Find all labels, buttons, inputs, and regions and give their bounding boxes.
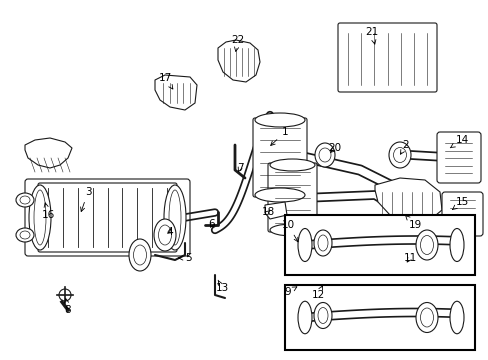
Text: 8: 8: [64, 299, 71, 315]
Ellipse shape: [163, 185, 185, 250]
FancyBboxPatch shape: [267, 163, 316, 232]
Text: 17: 17: [158, 73, 172, 89]
Ellipse shape: [420, 308, 433, 327]
Ellipse shape: [34, 190, 46, 245]
Ellipse shape: [254, 113, 305, 127]
Bar: [285, 215, 474, 275]
Ellipse shape: [20, 196, 30, 204]
Ellipse shape: [16, 228, 34, 242]
Ellipse shape: [16, 193, 34, 207]
FancyBboxPatch shape: [436, 132, 480, 183]
Text: 11: 11: [403, 253, 416, 263]
FancyBboxPatch shape: [252, 118, 306, 197]
Text: 15: 15: [451, 197, 468, 210]
Ellipse shape: [169, 190, 181, 245]
Text: 12: 12: [311, 286, 324, 300]
Ellipse shape: [449, 301, 463, 334]
Ellipse shape: [420, 235, 433, 255]
Ellipse shape: [449, 229, 463, 261]
Text: 9: 9: [284, 287, 296, 297]
Ellipse shape: [388, 142, 410, 168]
Ellipse shape: [254, 188, 305, 202]
Text: 18: 18: [261, 207, 274, 217]
Polygon shape: [155, 75, 197, 110]
Ellipse shape: [317, 235, 327, 251]
Ellipse shape: [313, 302, 331, 328]
Text: 16: 16: [41, 203, 55, 220]
Polygon shape: [264, 202, 286, 219]
Ellipse shape: [415, 230, 437, 260]
Text: 14: 14: [449, 135, 468, 148]
Text: 10: 10: [281, 220, 298, 242]
Text: 3: 3: [81, 187, 91, 211]
Text: 6: 6: [208, 219, 215, 229]
Text: 4: 4: [166, 227, 173, 237]
Ellipse shape: [129, 239, 151, 271]
Ellipse shape: [313, 230, 331, 256]
Ellipse shape: [297, 301, 311, 334]
Ellipse shape: [133, 245, 146, 265]
Ellipse shape: [158, 225, 171, 245]
Ellipse shape: [393, 148, 406, 162]
Text: 19: 19: [405, 215, 421, 230]
Text: 22: 22: [231, 35, 244, 51]
Ellipse shape: [154, 219, 176, 251]
Text: 21: 21: [365, 27, 378, 44]
Ellipse shape: [314, 143, 334, 167]
Ellipse shape: [269, 159, 314, 171]
Ellipse shape: [29, 185, 51, 250]
Ellipse shape: [318, 148, 330, 162]
Ellipse shape: [317, 307, 327, 324]
Polygon shape: [218, 40, 260, 82]
FancyBboxPatch shape: [441, 192, 482, 236]
Text: 2: 2: [400, 140, 408, 154]
Circle shape: [59, 289, 71, 301]
Ellipse shape: [20, 231, 30, 239]
Text: 1: 1: [270, 127, 288, 145]
Ellipse shape: [269, 224, 314, 236]
FancyBboxPatch shape: [38, 183, 177, 252]
Text: 5: 5: [178, 253, 191, 263]
Text: 7: 7: [236, 163, 243, 173]
FancyBboxPatch shape: [337, 23, 436, 92]
Ellipse shape: [297, 229, 311, 261]
Bar: [285, 285, 474, 350]
Text: 20: 20: [328, 143, 341, 153]
Text: 13: 13: [215, 280, 228, 293]
Ellipse shape: [415, 302, 437, 333]
Polygon shape: [25, 138, 72, 168]
Polygon shape: [374, 178, 441, 222]
